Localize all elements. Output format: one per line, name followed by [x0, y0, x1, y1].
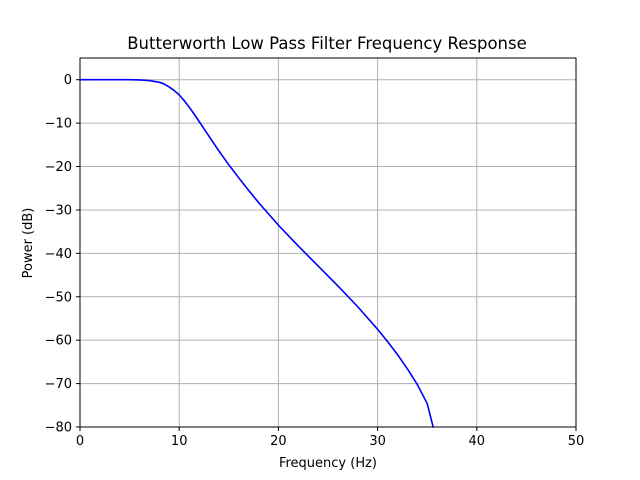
y-axis-label: Power (dB): [21, 208, 36, 279]
axis-ticks: 0 10 20 30 40 50 0 −10 −20 −30 −40 −50 −60 −70 −80: [45, 73, 585, 449]
y-tick-label: 0: [64, 73, 72, 88]
x-tick-label: 50: [568, 434, 585, 449]
y-tick-label: −50: [45, 290, 72, 305]
x-axis-label: Frequency (Hz): [279, 456, 377, 471]
y-tick-label: −40: [45, 247, 72, 262]
x-tick-label: 40: [469, 434, 486, 449]
y-tick-label: −60: [45, 334, 72, 349]
x-tick-label: 10: [171, 434, 188, 449]
chart-title: Butterworth Low Pass Filter Frequency Re…: [127, 34, 527, 53]
y-tick-label: −10: [45, 117, 72, 132]
series-line-0: [79, 78, 434, 428]
y-tick-label: −20: [45, 160, 72, 175]
series-layer: [79, 78, 434, 428]
plot-frame: [79, 57, 577, 428]
x-tick-label: 20: [270, 434, 287, 449]
y-tick-label: −30: [45, 203, 72, 218]
x-tick-label: 30: [369, 434, 386, 449]
y-tick-label: −70: [45, 377, 72, 392]
x-tick-label: 0: [76, 434, 84, 449]
y-tick-label: −80: [45, 421, 72, 436]
